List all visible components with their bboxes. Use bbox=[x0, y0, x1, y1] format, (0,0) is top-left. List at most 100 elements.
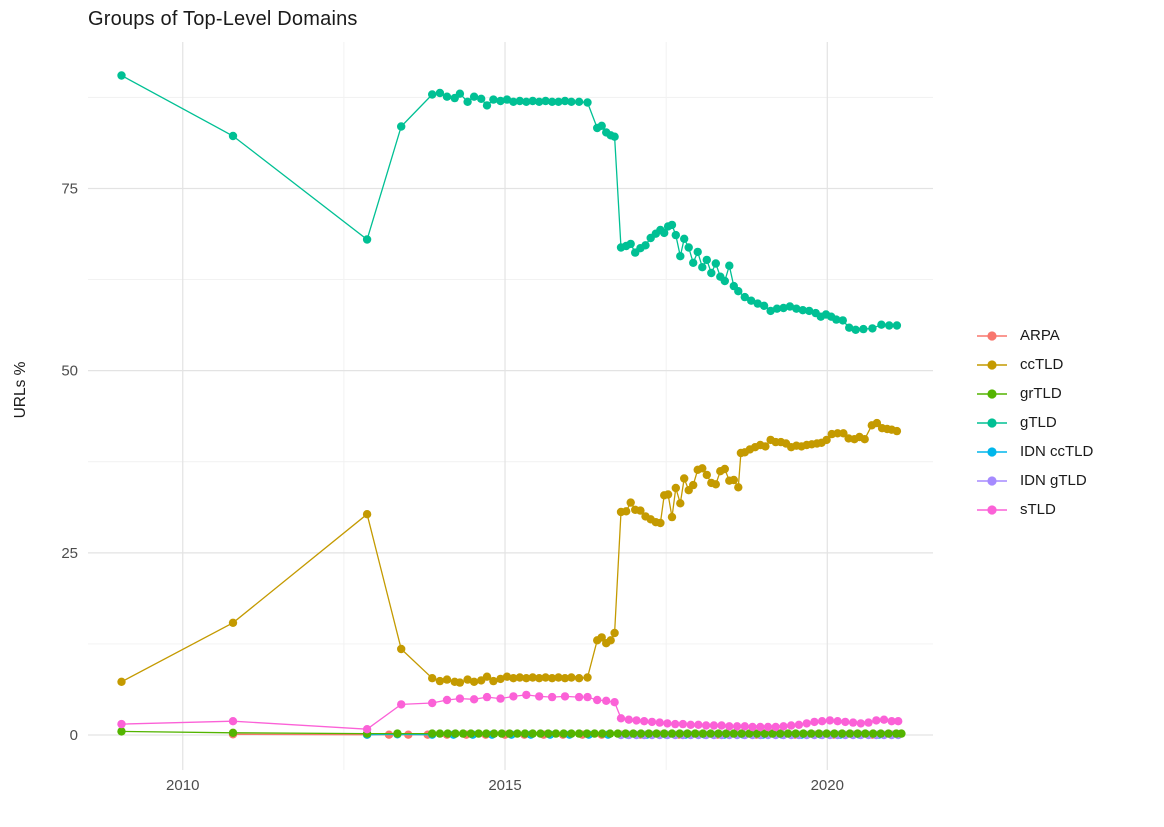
data-point-stld bbox=[894, 717, 903, 726]
data-point-stld bbox=[496, 694, 505, 703]
data-point-stld bbox=[856, 719, 865, 728]
data-point-gtld bbox=[680, 234, 689, 243]
data-point-gtld bbox=[779, 303, 788, 313]
data-point-gtld bbox=[522, 97, 531, 107]
data-point-grtld bbox=[845, 729, 855, 738]
data-point-cctld bbox=[610, 628, 619, 638]
data-point-cctld bbox=[574, 674, 584, 683]
data-point-stld bbox=[686, 720, 695, 729]
data-point-gtld bbox=[838, 316, 847, 325]
data-point-gtld bbox=[671, 230, 680, 240]
legend-item-idn-gtld: IDN gTLD bbox=[976, 466, 1093, 495]
data-point-stld bbox=[482, 692, 492, 702]
data-point-cctld bbox=[362, 510, 372, 519]
data-point-grtld bbox=[458, 729, 468, 738]
x-tick-label: 2015 bbox=[488, 777, 521, 794]
data-point-stld bbox=[732, 722, 742, 731]
data-point-grtld bbox=[737, 729, 746, 738]
y-axis-title: URLs % bbox=[12, 361, 29, 419]
data-point-cctld bbox=[522, 674, 531, 683]
data-point-stld bbox=[833, 717, 842, 726]
data-point-cctld bbox=[509, 674, 518, 683]
data-point-gtld bbox=[759, 301, 769, 310]
data-point-cctld bbox=[702, 470, 711, 480]
data-point-stld bbox=[756, 722, 765, 732]
data-point-grtld bbox=[683, 729, 692, 738]
data-point-cctld bbox=[567, 673, 576, 682]
data-point-grtld bbox=[714, 729, 723, 738]
data-point-gtld bbox=[660, 228, 669, 238]
data-point-grtld bbox=[513, 729, 522, 738]
data-point-grtld bbox=[428, 729, 437, 738]
data-point-grtld bbox=[574, 729, 584, 738]
data-point-cctld bbox=[698, 464, 707, 473]
data-point-cctld bbox=[541, 673, 550, 682]
data-point-cctld bbox=[489, 676, 498, 686]
data-point-gtld bbox=[583, 98, 592, 107]
data-point-stld bbox=[610, 698, 619, 707]
data-point-grtld bbox=[621, 729, 630, 738]
data-point-grtld bbox=[783, 729, 793, 738]
data-point-gtld bbox=[740, 292, 749, 302]
y-tick-label: 0 bbox=[70, 727, 78, 744]
data-point-grtld bbox=[489, 729, 499, 738]
data-point-stld bbox=[560, 692, 570, 701]
legend-key-icon bbox=[977, 446, 1007, 457]
data-point-grtld bbox=[876, 729, 885, 738]
data-point-gtld bbox=[567, 97, 576, 107]
data-point-gtld bbox=[455, 89, 465, 98]
data-point-cctld bbox=[711, 480, 720, 489]
data-point-grtld bbox=[451, 729, 460, 738]
data-point-grtld bbox=[528, 729, 537, 738]
data-point-stld bbox=[442, 695, 452, 705]
data-point-cctld bbox=[515, 673, 524, 682]
data-point-stld bbox=[117, 719, 126, 729]
data-point-grtld bbox=[613, 729, 622, 738]
data-point-cctld bbox=[442, 675, 452, 684]
data-point-stld bbox=[810, 717, 819, 727]
data-point-cctld bbox=[547, 674, 557, 683]
data-point-gtld bbox=[689, 258, 698, 267]
data-point-cctld bbox=[560, 674, 570, 683]
data-point-grtld bbox=[117, 727, 126, 736]
data-point-gtld bbox=[463, 97, 472, 107]
data-point-gtld bbox=[859, 324, 868, 334]
data-point-grtld bbox=[799, 729, 808, 738]
data-point-grtld bbox=[228, 728, 238, 737]
data-point-gtld bbox=[362, 235, 372, 244]
data-point-stld bbox=[763, 722, 773, 732]
data-point-cctld bbox=[822, 435, 831, 445]
data-point-stld bbox=[794, 720, 804, 729]
legend-item-label: ccTLD bbox=[1020, 356, 1064, 373]
data-point-grtld bbox=[853, 729, 862, 738]
data-point-stld bbox=[748, 722, 757, 732]
legend-item-arpa: ARPA bbox=[976, 321, 1093, 350]
data-point-gtld bbox=[832, 315, 841, 324]
data-point-cctld bbox=[656, 518, 665, 528]
data-point-gtld bbox=[734, 287, 743, 296]
legend-item-label: sTLD bbox=[1020, 501, 1056, 518]
data-point-gtld bbox=[597, 121, 606, 130]
data-point-gtld bbox=[442, 92, 452, 101]
data-point-gtld bbox=[798, 306, 807, 315]
legend-item-label: IDN gTLD bbox=[1020, 472, 1087, 489]
data-point-stld bbox=[602, 696, 611, 705]
series-line-gtld bbox=[121, 74, 897, 331]
data-point-stld bbox=[725, 722, 734, 731]
data-point-grtld bbox=[393, 729, 402, 738]
data-point-grtld bbox=[474, 729, 483, 738]
legend-key-icon bbox=[977, 330, 1007, 341]
data-point-cctld bbox=[626, 498, 635, 507]
data-point-stld bbox=[779, 722, 788, 731]
data-point-gtld bbox=[877, 320, 886, 329]
data-point-grtld bbox=[582, 729, 592, 738]
data-point-cctld bbox=[397, 644, 406, 654]
chart-title: Groups of Top-Level Domains bbox=[88, 8, 358, 30]
data-point-stld bbox=[640, 717, 649, 726]
data-point-grtld bbox=[830, 729, 839, 738]
legend-item-label: grTLD bbox=[1020, 385, 1062, 402]
data-point-cctld bbox=[535, 674, 544, 683]
data-point-gtld bbox=[117, 71, 126, 80]
legend-key-icon bbox=[977, 359, 1007, 370]
